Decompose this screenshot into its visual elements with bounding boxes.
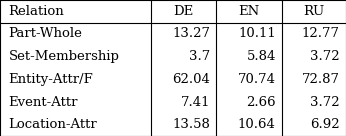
Text: Event-Attr: Event-Attr	[9, 95, 78, 109]
Bar	[0, 113, 151, 136]
Text: Entity-Attr/F: Entity-Attr/F	[9, 73, 93, 86]
Text: 72.87: 72.87	[302, 73, 340, 86]
Text: EN: EN	[238, 5, 260, 18]
Text: 3.72: 3.72	[310, 95, 340, 109]
Bar	[216, 23, 282, 45]
Text: 13.58: 13.58	[172, 118, 210, 131]
Text: Location-Attr: Location-Attr	[9, 118, 98, 131]
Bar	[151, 0, 216, 23]
Text: 3.7: 3.7	[189, 50, 210, 63]
Bar	[282, 113, 346, 136]
Bar	[282, 0, 346, 23]
Bar	[216, 68, 282, 91]
Bar	[151, 91, 216, 113]
Text: 70.74: 70.74	[238, 73, 276, 86]
Text: 7.41: 7.41	[181, 95, 210, 109]
Bar	[0, 0, 151, 23]
Text: Relation: Relation	[9, 5, 64, 18]
Text: 5.84: 5.84	[246, 50, 276, 63]
Bar	[151, 23, 216, 45]
Text: 2.66: 2.66	[246, 95, 276, 109]
Text: 12.77: 12.77	[302, 27, 340, 41]
Text: Set-Membership: Set-Membership	[9, 50, 119, 63]
Text: 13.27: 13.27	[172, 27, 210, 41]
Bar	[0, 68, 151, 91]
Bar	[216, 45, 282, 68]
Bar	[0, 91, 151, 113]
Text: 6.92: 6.92	[310, 118, 340, 131]
Bar	[0, 45, 151, 68]
Bar	[216, 0, 282, 23]
Bar	[151, 68, 216, 91]
Text: DE: DE	[173, 5, 193, 18]
Bar	[151, 45, 216, 68]
Bar	[0, 23, 151, 45]
Text: 62.04: 62.04	[172, 73, 210, 86]
Bar	[216, 91, 282, 113]
Text: Part-Whole: Part-Whole	[9, 27, 83, 41]
Bar	[282, 45, 346, 68]
Bar	[282, 23, 346, 45]
Text: 3.72: 3.72	[310, 50, 340, 63]
Bar	[216, 113, 282, 136]
Text: 10.11: 10.11	[238, 27, 276, 41]
Bar	[282, 91, 346, 113]
Text: RU: RU	[303, 5, 325, 18]
Bar	[282, 68, 346, 91]
Bar	[151, 113, 216, 136]
Text: 10.64: 10.64	[238, 118, 276, 131]
